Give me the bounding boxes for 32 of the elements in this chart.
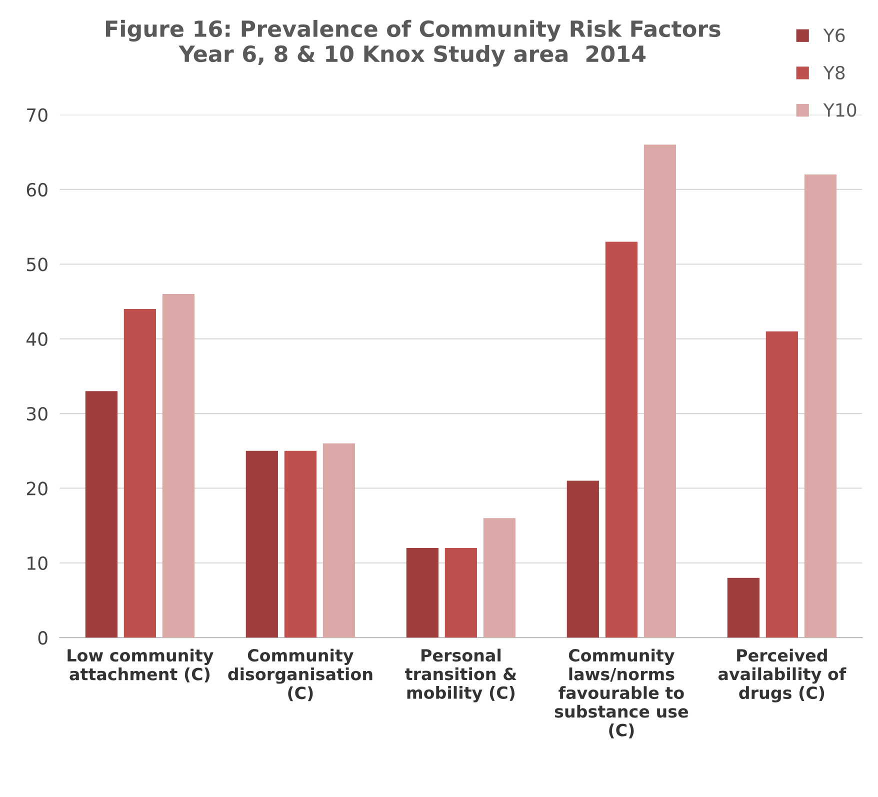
y-tick-label: 30	[26, 406, 48, 421]
bar	[322, 443, 356, 638]
bar	[605, 242, 638, 638]
legend-label: Y8	[823, 66, 845, 80]
bar	[246, 450, 278, 638]
x-tick-label: Low community attachment (C)	[68, 648, 214, 682]
x-tick-label: Community laws/norms favourable to substance use (C)	[554, 648, 688, 738]
bar	[727, 578, 760, 638]
y-tick-label: 0	[38, 631, 48, 645]
bar	[85, 391, 118, 638]
y-tick-label: 40	[26, 332, 48, 346]
y-tick-label: 20	[26, 482, 48, 496]
bar	[284, 450, 316, 638]
y-tick-label: 50	[27, 258, 48, 272]
x-tick-label: Personal transition & mobility (C)	[405, 648, 516, 702]
x-tick-label: Community disorganisation (C)	[228, 648, 372, 702]
bar	[444, 548, 477, 638]
y-tick-label: 60	[26, 182, 48, 197]
y-tick-label: 70	[27, 108, 48, 122]
bar	[162, 294, 195, 638]
bar	[406, 548, 438, 638]
bar	[804, 174, 837, 638]
bar	[644, 144, 676, 638]
bar	[483, 518, 516, 638]
chart-title: Figure 16: Prevalence of Community Risk Factors Year 6, 8 & 10 Knox Study area 2014	[106, 20, 720, 67]
legend-label: Y6	[823, 28, 845, 42]
bar	[766, 331, 798, 638]
legend-label: Y10	[823, 103, 856, 117]
x-tick-label: Perceived availability of drugs (C)	[718, 648, 846, 702]
y-tick-label: 10	[28, 556, 48, 570]
bar	[124, 308, 156, 638]
bar	[566, 480, 599, 638]
